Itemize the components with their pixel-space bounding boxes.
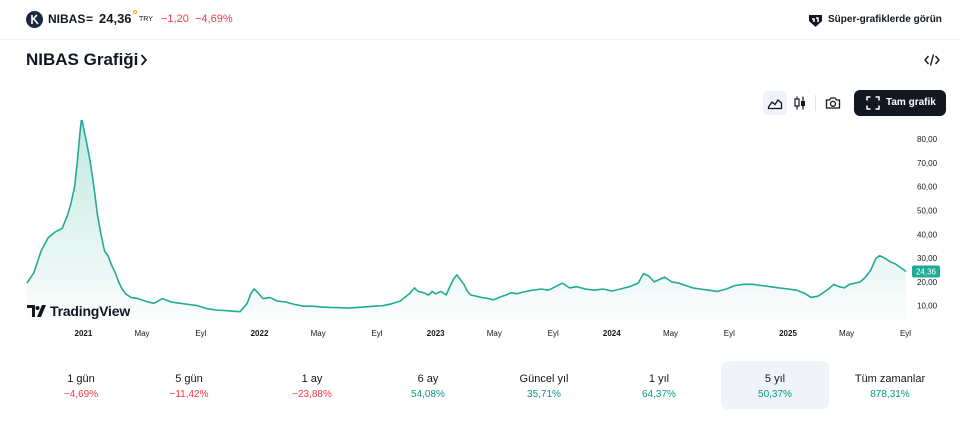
period-button[interactable]: 1 gün −4,69%: [27, 361, 135, 409]
symbol-header-bar: NIBAS = 24,36 TRY −1,20 −4,69% Süper-gra…: [0, 0, 960, 40]
chevron-right-icon[interactable]: [140, 53, 148, 72]
period-return-value: 64,37%: [642, 389, 676, 400]
period-return-value: 35,71%: [527, 389, 561, 400]
last-price: 24,36: [99, 11, 132, 26]
current-price-label: 24,36: [916, 268, 937, 277]
x-axis-tick-label: 2025: [779, 329, 797, 338]
y-axis-tick-label: 10,00: [917, 302, 938, 311]
period-label: 1 gün: [67, 373, 95, 385]
x-axis-tick-label: 2021: [75, 329, 93, 338]
period-return-value: −4,69%: [63, 389, 99, 400]
x-axis-tick-label: May: [487, 329, 502, 338]
current-price-badge: [912, 265, 940, 278]
super-charts-label: Süper-grafiklerde görün: [828, 14, 942, 25]
page-title[interactable]: NIBAS Grafiği: [26, 50, 139, 69]
candlestick-icon: [794, 96, 805, 110]
x-axis-tick-label: 2022: [251, 329, 269, 338]
y-axis-tick-label: 80,00: [917, 135, 938, 144]
period-label: 1 ay: [301, 373, 323, 385]
toolbar-divider: [815, 95, 816, 111]
x-axis-tick-label: Eyl: [900, 329, 911, 338]
embed-code-icon[interactable]: [924, 53, 940, 72]
period-button[interactable]: 6 ay 54,08%: [374, 361, 482, 409]
period-button[interactable]: Güncel yıl 35,71%: [490, 361, 598, 409]
x-axis-tick-label: May: [134, 329, 149, 338]
price-area-fill: [27, 120, 906, 320]
price-chart[interactable]: 80,00 70,00 60,00 50,00 40,00 30,00 20,00 10,00…: [0, 120, 960, 345]
snapshot-button[interactable]: [821, 91, 845, 115]
symbol-name[interactable]: NIBAS: [48, 12, 86, 26]
period-button[interactable]: 1 yıl 64,37%: [605, 361, 713, 409]
tradingview-wordmark: TradingView: [50, 303, 131, 319]
y-axis-tick-label: 50,00: [917, 207, 938, 216]
period-button[interactable]: 5 gün −11,42%: [135, 361, 243, 409]
fullscreen-icon: [866, 96, 880, 110]
period-return-value: 54,08%: [411, 389, 445, 400]
period-label: 1 yıl: [648, 373, 670, 385]
period-return-value: 878,31%: [870, 389, 910, 400]
x-axis-tick-label: Eyl: [724, 329, 735, 338]
full-chart-label: Tam grafik: [886, 97, 936, 108]
period-label: Tüm zamanlar: [854, 373, 926, 385]
equals-sign: =: [86, 12, 94, 26]
y-axis-tick-label: 70,00: [917, 159, 938, 168]
x-axis-tick-label: Eyl: [548, 329, 559, 338]
y-axis-tick-label: 30,00: [917, 254, 938, 263]
market-status-dot: [133, 10, 137, 14]
currency-label: TRY: [139, 16, 153, 23]
period-label: 6 ay: [417, 373, 439, 385]
super-charts-link[interactable]: Süper-grafiklerde görün: [807, 12, 947, 30]
price-change: −1,20: [161, 13, 189, 25]
period-button[interactable]: Tüm zamanlar 878,31%: [836, 361, 944, 409]
y-axis-tick-label: 20,00: [917, 278, 938, 287]
price-change-percent: −4,69%: [195, 13, 233, 25]
tradingview-logo-icon: [27, 305, 46, 317]
x-axis-tick-label: May: [839, 329, 854, 338]
x-axis-tick-label: 2023: [427, 329, 445, 338]
supercharts-icon: [807, 12, 824, 34]
price-line: [26, 120, 907, 313]
period-label: Güncel yıl: [519, 373, 569, 385]
period-button[interactable]: 1 ay −23,88%: [258, 361, 366, 409]
x-axis-tick-label: May: [663, 329, 678, 338]
period-return-value: −11,42%: [169, 389, 209, 400]
x-axis-tick-label: May: [311, 329, 326, 338]
y-axis-tick-label: 60,00: [917, 183, 938, 192]
company-logo: [26, 11, 43, 28]
period-return-value: −23,88%: [292, 389, 332, 400]
x-axis-tick-label: Eyl: [195, 329, 206, 338]
period-label: 5 yıl: [764, 373, 786, 385]
candlestick-chart-button[interactable]: [788, 91, 812, 115]
x-axis-tick-label: Eyl: [371, 329, 382, 338]
period-label: 5 gün: [175, 373, 203, 385]
camera-icon: [825, 97, 841, 109]
period-return-value: 50,37%: [758, 389, 792, 400]
full-chart-button[interactable]: Tam grafik: [854, 90, 946, 116]
period-button[interactable]: 5 yıl 50,37%: [721, 361, 829, 409]
y-axis-tick-label: 40,00: [917, 230, 938, 239]
area-chart-icon: [767, 99, 783, 110]
area-chart-button[interactable]: [763, 91, 787, 115]
x-axis-tick-label: 2024: [603, 329, 621, 338]
